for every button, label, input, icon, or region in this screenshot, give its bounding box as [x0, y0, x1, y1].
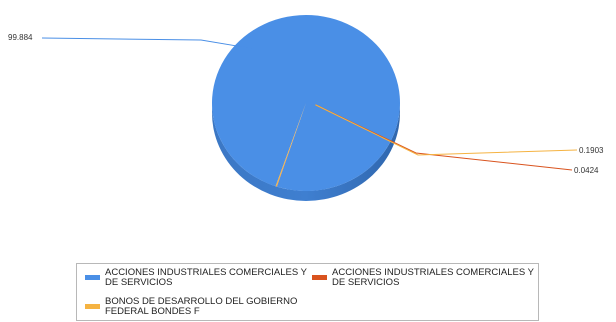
pie-slice-1[interactable]: [276, 103, 306, 187]
legend-swatch-0: [85, 275, 100, 280]
leader-line-0: [41, 37, 252, 49]
pie-slice-0[interactable]: [211, 14, 400, 191]
legend-label-0: ACCIONES INDUSTRIALES COMERCIALES Y DE S…: [105, 267, 307, 288]
leader-line-2: [315, 104, 578, 156]
legend-label-2: BONOS DE DESARROLLO DEL GOBIERNO FEDERAL…: [105, 296, 298, 317]
legend-item-1[interactable]: ACCIONES INDUSTRIALES COMERCIALES Y DE S…: [312, 268, 542, 288]
legend-swatch-2: [85, 304, 100, 309]
legend-item-0[interactable]: ACCIONES INDUSTRIALES COMERCIALES Y DE S…: [85, 268, 315, 288]
pie-slice-2[interactable]: [275, 103, 306, 187]
legend-label-1: ACCIONES INDUSTRIALES COMERCIALES Y DE S…: [332, 267, 534, 288]
chart-legend: ACCIONES INDUSTRIALES COMERCIALES Y DE S…: [76, 263, 539, 321]
slice-value-label-2: 0.1903: [579, 146, 604, 155]
slice-value-label-0: 99.884: [8, 33, 33, 42]
legend-item-2[interactable]: BONOS DE DESARROLLO DEL GOBIERNO FEDERAL…: [85, 297, 315, 317]
legend-swatch-1: [312, 275, 327, 280]
slice-value-label-1: 0.0424: [574, 166, 599, 175]
